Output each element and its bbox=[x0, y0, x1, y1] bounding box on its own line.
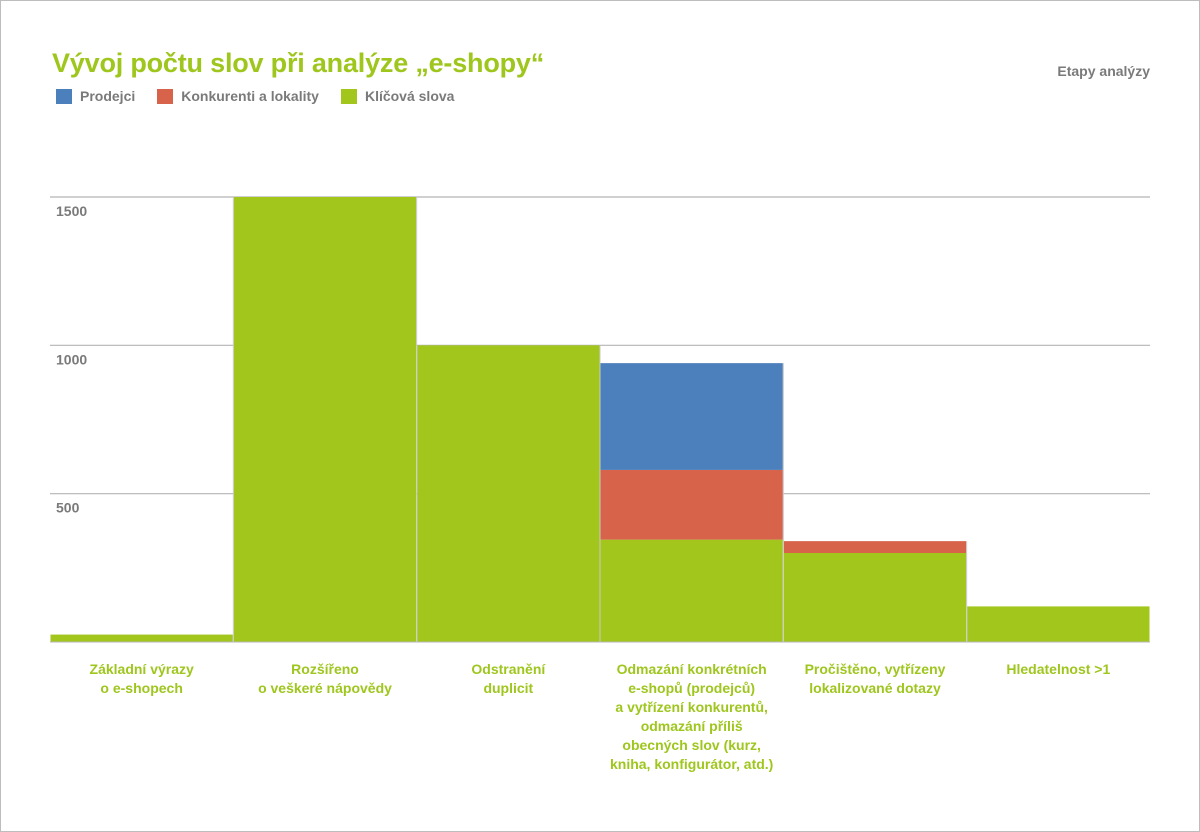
legend-swatch-konkurenti bbox=[157, 88, 174, 104]
bar bbox=[233, 197, 417, 642]
x-tick-label-line: duplicit bbox=[483, 680, 533, 696]
legend-label-klicova-slova: Klíčová slova bbox=[364, 88, 455, 104]
x-tick-label: Odstranění duplicit bbox=[471, 661, 546, 696]
x-tick-label-line: o veškeré nápovědy bbox=[258, 680, 392, 696]
y-tick-label: 1500 bbox=[56, 203, 87, 219]
x-tick-label: Odmazání konkrétních e-shopů (prodejců) a … bbox=[610, 661, 773, 772]
bar bbox=[967, 606, 1150, 642]
legend-item-prodejci: Prodejci bbox=[56, 88, 135, 104]
bar bbox=[600, 469, 783, 540]
x-tick-label-line: a vytřízení konkurentů, bbox=[615, 699, 767, 715]
legend-item-konkurenti: Konkurenti a lokality bbox=[157, 88, 319, 104]
x-tick-label-line: o e-shopech bbox=[100, 680, 182, 696]
y-tick-label: 1000 bbox=[56, 351, 87, 367]
x-tick-label-line: e-shopů (prodejců) bbox=[628, 680, 755, 696]
x-tick-label: Základní výrazy o e-shopech bbox=[90, 661, 194, 696]
x-tick-label-line: Rozšířeno bbox=[291, 661, 359, 677]
y-tick-label: 500 bbox=[56, 500, 80, 516]
legend-item-klicova-slova: Klíčová slova bbox=[340, 88, 455, 104]
legend: Prodejci Konkurenti a lokality Klíčová s… bbox=[56, 88, 476, 104]
chart-subtitle: Etapy analýzy bbox=[1057, 63, 1150, 79]
x-tick-label-line: odmazání příliš bbox=[641, 718, 743, 734]
bar bbox=[783, 553, 967, 642]
legend-swatch-prodejci bbox=[56, 88, 72, 104]
bar bbox=[417, 345, 600, 642]
x-tick-label-line: Odstranění bbox=[471, 661, 546, 677]
bar bbox=[783, 541, 967, 553]
x-tick-label-line: Odmazání konkrétních bbox=[617, 661, 767, 677]
legend-swatch-klicova-slova bbox=[340, 88, 357, 104]
x-tick-label-line: obecných slov (kurz, bbox=[622, 737, 760, 753]
bar bbox=[50, 634, 233, 642]
legend-label-konkurenti: Konkurenti a lokality bbox=[181, 88, 319, 104]
bar bbox=[600, 539, 783, 642]
x-tick-label: Hledatelnost >1 bbox=[1006, 661, 1110, 677]
x-tick-label-line: Základní výrazy bbox=[90, 661, 194, 677]
x-tick-label: Rozšířeno o veškeré nápovědy bbox=[258, 661, 392, 696]
x-tick-label-line: kniha, konfigurátor, atd.) bbox=[610, 756, 773, 772]
x-tick-label: Pročištěno, vytřízeny lokalizované dotazy bbox=[805, 661, 946, 696]
x-tick-label-line: lokalizované dotazy bbox=[809, 680, 941, 696]
chart-title: Vývoj počtu slov při analýze „e-shopy“ bbox=[52, 48, 545, 78]
legend-label-prodejci: Prodejci bbox=[80, 88, 136, 104]
x-tick-label-line: Hledatelnost >1 bbox=[1006, 661, 1110, 677]
x-tick-label-line: Pročištěno, vytřízeny bbox=[805, 661, 946, 677]
bar bbox=[600, 363, 783, 470]
